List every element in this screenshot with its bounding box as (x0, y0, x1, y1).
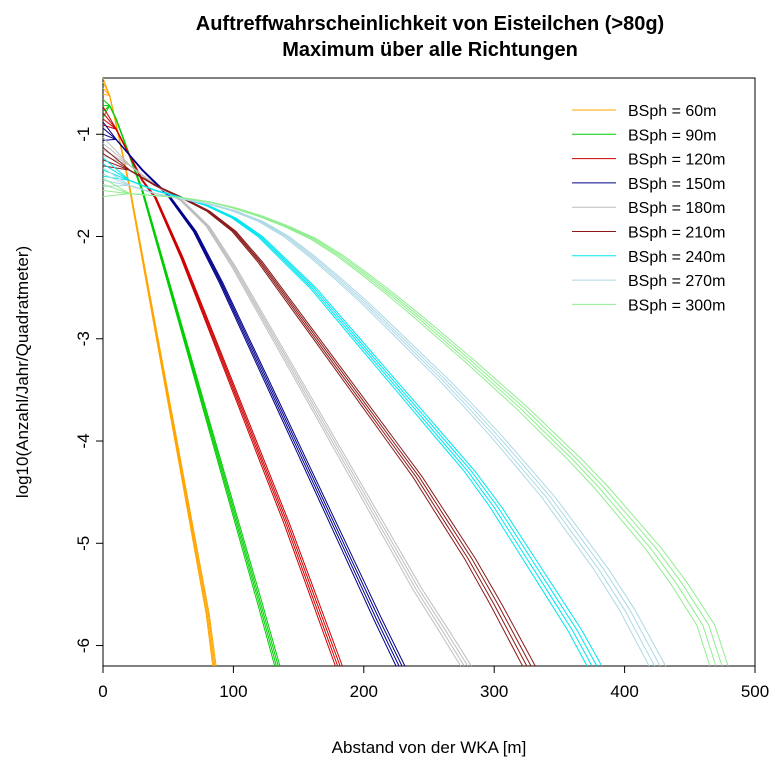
x-tick-label: 400 (610, 682, 638, 701)
plot-frame (102, 77, 756, 667)
y-tick-label: -3 (74, 331, 93, 346)
legend-entry: BSph = 240m (628, 249, 725, 266)
series-3 (102, 121, 406, 667)
legend-entry: BSph = 270m (628, 273, 725, 290)
series-5 (102, 147, 536, 667)
series-line (102, 106, 343, 667)
axis-layer: 0 100 200 300 400 500 -6 -5 -4 -3 -2 -1 (74, 127, 769, 701)
x-tick-label: 500 (741, 682, 769, 701)
x-tick-label: 100 (219, 682, 247, 701)
series-2 (102, 106, 343, 667)
series-line (102, 190, 717, 667)
series-line (102, 175, 588, 667)
series-7 (102, 167, 667, 667)
legend-entry: BSph = 180m (628, 200, 725, 217)
chart-title: Auftreffwahrscheinlichkeit von Eisteilch… (196, 13, 664, 35)
legend-entry: BSph = 300m (628, 297, 725, 314)
series-line (102, 104, 276, 667)
y-tick-label: -1 (74, 127, 93, 142)
series-line (102, 121, 406, 667)
x-tick-label: 200 (350, 682, 378, 701)
series-line (102, 138, 397, 667)
series-line (102, 104, 277, 667)
series-line (102, 149, 465, 667)
series-layer (102, 77, 729, 667)
series-line (102, 81, 216, 667)
x-tick-label: 0 (98, 682, 107, 701)
y-tick-label: -5 (74, 536, 93, 551)
series-8 (102, 177, 729, 667)
series-line (102, 173, 661, 667)
series-line (102, 143, 469, 667)
x-tick-label: 300 (480, 682, 508, 701)
legend-entry: BSph = 150m (628, 176, 725, 193)
y-tick-label: -6 (74, 638, 93, 653)
y-tick-label: -4 (74, 433, 93, 448)
y-axis-label: log10(Anzahl/Jahr/Quadratmeter) (13, 246, 32, 498)
chart-subtitle: Maximum über alle Richtungen (282, 39, 578, 61)
series-line (102, 167, 667, 667)
legend-entry: BSph = 60m (628, 103, 717, 120)
series-line (102, 157, 603, 667)
series-1 (102, 99, 281, 667)
series-6 (102, 157, 603, 667)
legend-entry: BSph = 210m (628, 225, 725, 242)
series-4 (102, 136, 472, 667)
series-line (102, 136, 472, 667)
series-line (102, 159, 528, 667)
legend-entry: BSph = 120m (628, 152, 725, 169)
series-line (102, 147, 536, 667)
legend: BSph = 60m BSph = 90m BSph = 120m BSph = 15… (572, 103, 725, 314)
series-line (102, 193, 711, 667)
series-line (102, 99, 281, 667)
legend-entry: BSph = 90m (628, 127, 717, 144)
x-axis-label: Abstand von der WKA [m] (332, 738, 527, 757)
series-line (102, 179, 656, 667)
series-line (102, 177, 729, 667)
y-tick-label: -2 (74, 229, 93, 244)
